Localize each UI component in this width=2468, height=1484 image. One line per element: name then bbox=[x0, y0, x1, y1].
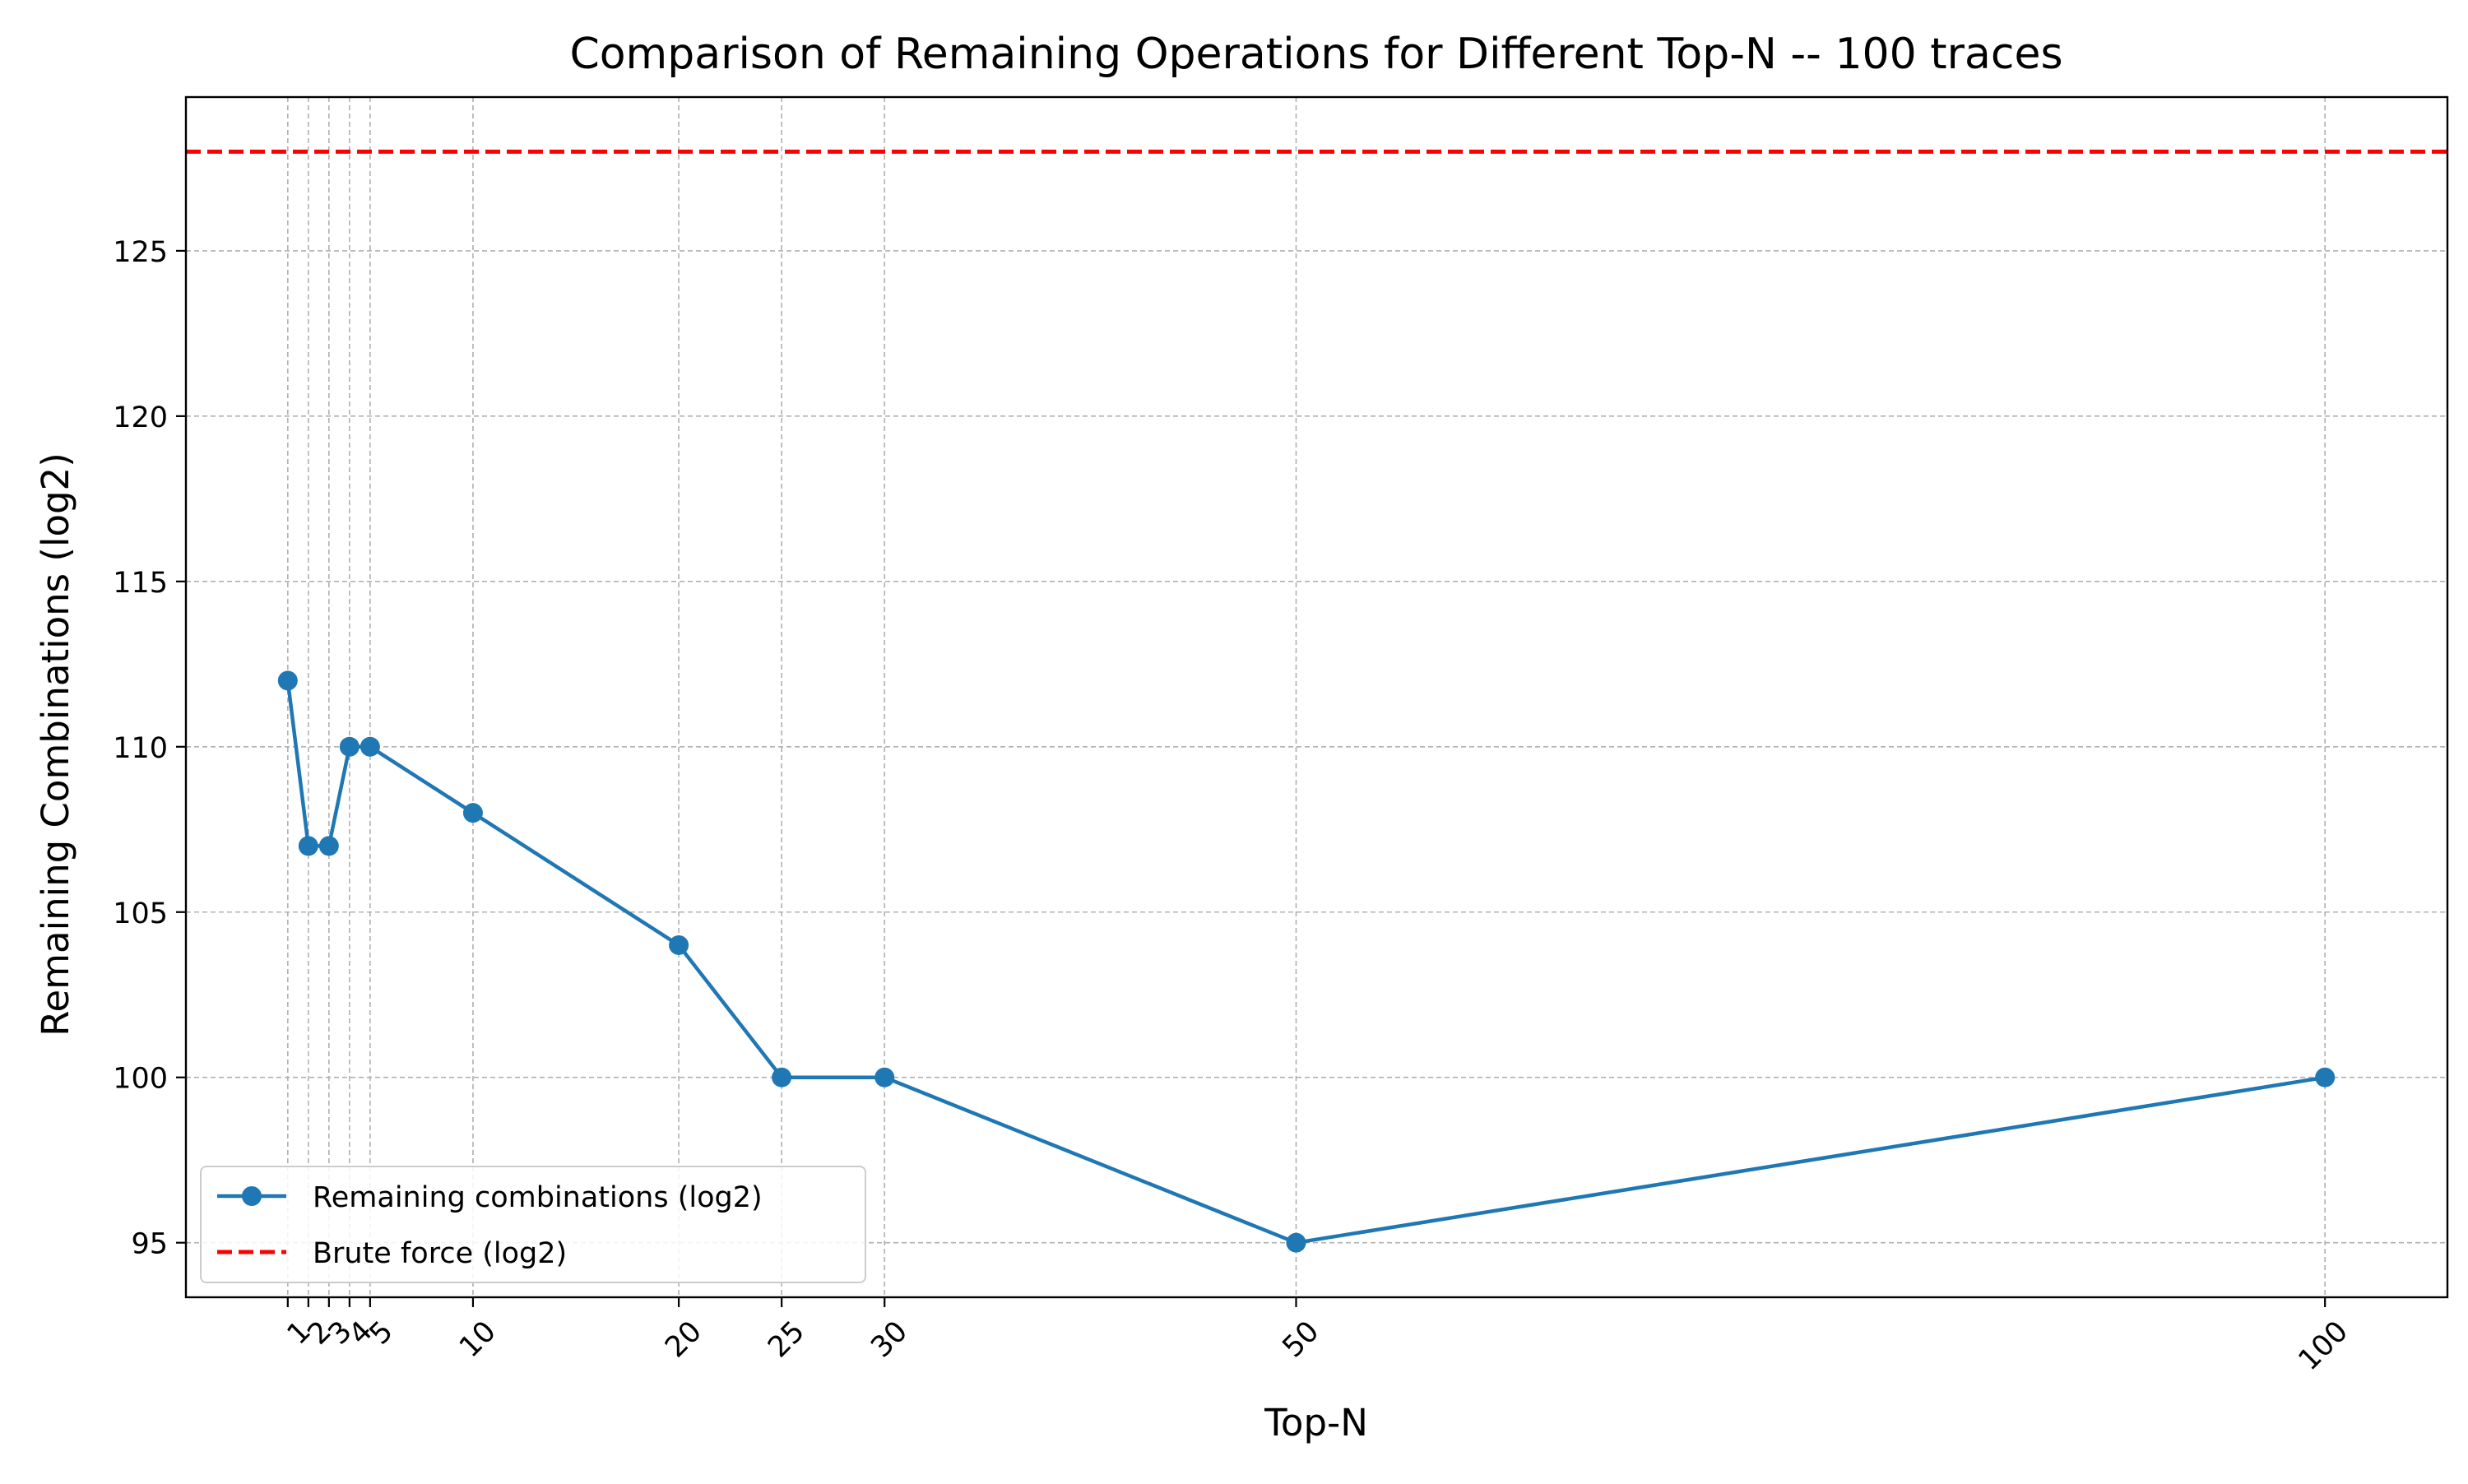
y-tick-label: 120 bbox=[113, 401, 168, 434]
y-tick-label: 125 bbox=[113, 236, 168, 269]
x-axis-label: Top-N bbox=[1264, 1401, 1368, 1445]
y-tick-label: 115 bbox=[113, 567, 168, 600]
legend-box bbox=[200, 1166, 866, 1283]
data-point bbox=[360, 736, 380, 757]
y-tick-label: 110 bbox=[113, 732, 168, 765]
legend-marker-swatch bbox=[242, 1186, 262, 1206]
data-point bbox=[462, 803, 483, 823]
data-point bbox=[277, 670, 298, 691]
data-point bbox=[1286, 1232, 1306, 1253]
data-point bbox=[874, 1067, 895, 1087]
legend-label: Remaining combinations (log2) bbox=[313, 1181, 763, 1214]
data-point bbox=[339, 736, 360, 757]
data-point bbox=[318, 836, 339, 856]
data-point bbox=[298, 836, 318, 856]
y-tick-label: 100 bbox=[113, 1063, 168, 1096]
y-axis-label: Remaining Combinations (log2) bbox=[34, 452, 77, 1036]
data-point bbox=[2315, 1067, 2336, 1087]
y-tick-label: 95 bbox=[131, 1228, 168, 1261]
chart-title: Comparison of Remaining Operations for D… bbox=[569, 30, 2062, 79]
y-tick-label: 105 bbox=[113, 897, 168, 930]
grid-layer bbox=[186, 97, 2447, 1297]
plot-frame bbox=[184, 95, 2449, 1299]
legend: Remaining combinations (log2) Brute force… bbox=[200, 1166, 866, 1283]
legend-label: Brute force (log2) bbox=[313, 1237, 567, 1270]
series-layer bbox=[186, 149, 2447, 1253]
data-point bbox=[772, 1067, 792, 1087]
data-point bbox=[669, 934, 689, 955]
